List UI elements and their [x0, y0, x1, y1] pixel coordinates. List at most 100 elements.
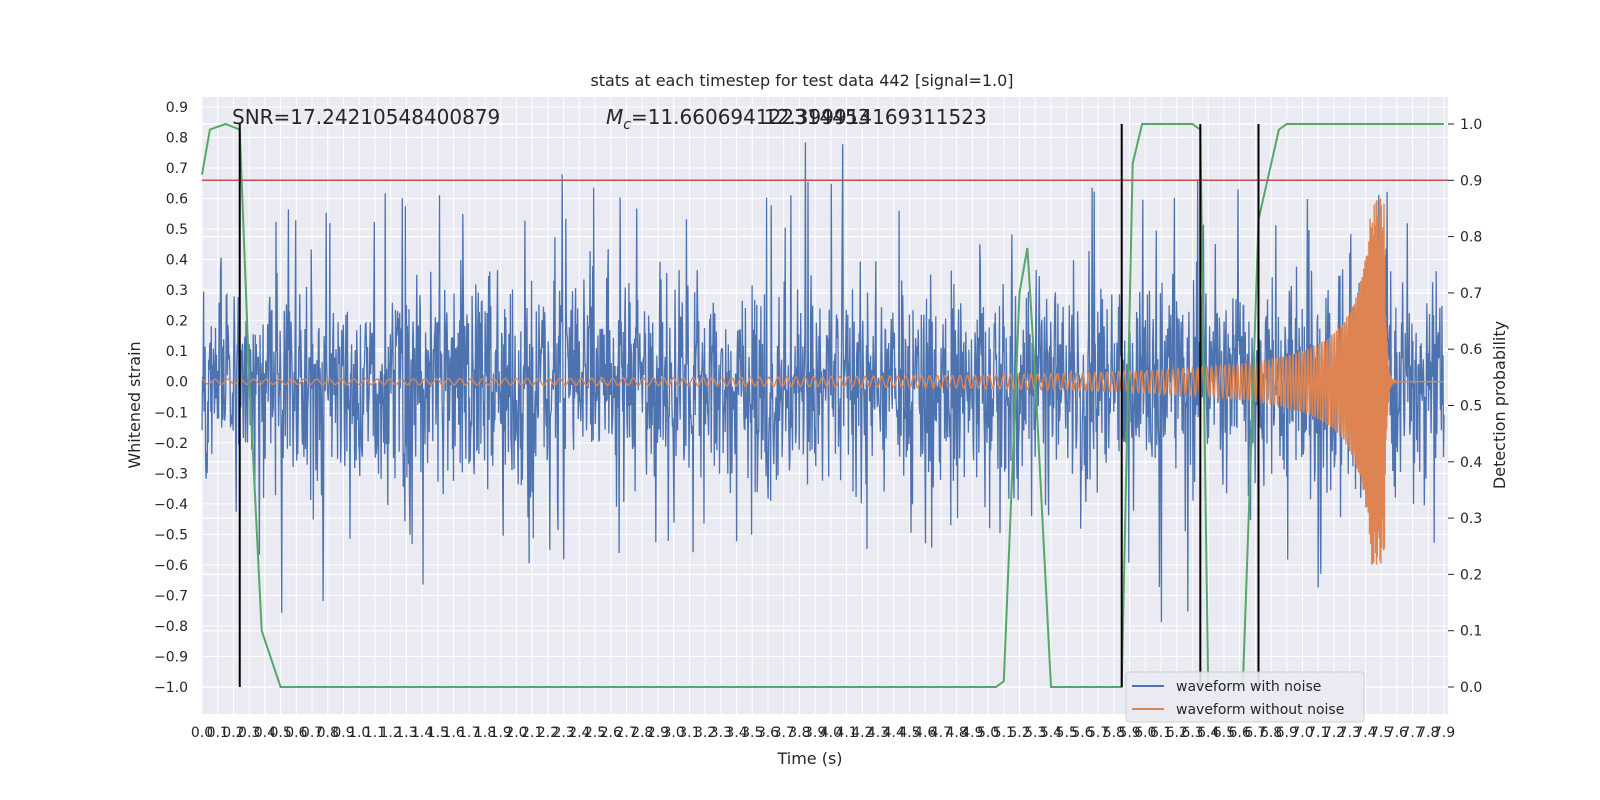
x-tick-label: 6.4 — [1197, 725, 1219, 741]
x-tick-label: 0.4 — [254, 725, 276, 741]
y-tick-label: −0.7 — [154, 588, 188, 604]
x-tick-label: 0.2 — [222, 725, 244, 741]
x-tick-label: 1.3 — [395, 725, 417, 741]
x-tick-label: 4.7 — [930, 725, 952, 741]
x-tick-label: 7.8 — [1417, 725, 1439, 741]
x-tick-label: 3.6 — [757, 725, 779, 741]
x-tick-label: 0.0 — [191, 725, 213, 741]
y2-tick-label: 0.4 — [1460, 455, 1482, 471]
x-tick-label: 3.8 — [788, 725, 810, 741]
legend-box — [1125, 671, 1365, 723]
legend-label-clean: waveform without noise — [1176, 702, 1344, 718]
x-tick-label: 3.7 — [773, 725, 795, 741]
y-axis-ticks: −1.0 −0.9 −0.8 −0.7 −0.6 −0.5 −0.4 −0.3 −0.2 −0.1… — [154, 100, 188, 696]
x-axis-label: Time (s) — [776, 749, 842, 768]
y-tick-label: 0.9 — [166, 100, 188, 116]
x-tick-label: 6.5 — [1213, 725, 1235, 741]
x-tick-label: 3.0 — [663, 725, 685, 741]
x-tick-label: 6.8 — [1260, 725, 1282, 741]
x-tick-label: 7.9 — [1433, 725, 1455, 741]
x-tick-label: 4.6 — [914, 725, 936, 741]
y-tick-label: 0.7 — [166, 161, 188, 177]
x-tick-label: 7.5 — [1370, 725, 1392, 741]
y2-tick-label: 0.2 — [1460, 567, 1482, 583]
y2-tick-label: 0.5 — [1460, 399, 1482, 415]
y-tick-label: 0.3 — [166, 283, 188, 299]
x-tick-label: 2.6 — [600, 725, 622, 741]
x-tick-label: 3.9 — [804, 725, 826, 741]
x-tick-label: 1.5 — [427, 725, 449, 741]
y2-tick-label: 0.0 — [1460, 680, 1482, 696]
chirp-mass-subscript: c — [623, 117, 631, 133]
x-tick-label: 1.2 — [380, 725, 402, 741]
x-tick-label: 4.0 — [820, 725, 842, 741]
x-tick-label: 7.3 — [1339, 725, 1361, 741]
x-tick-label: 5.5 — [1056, 725, 1078, 741]
x-tick-label: 4.5 — [898, 725, 920, 741]
x-tick-label: 0.6 — [285, 725, 307, 741]
x-tick-label: 3.2 — [694, 725, 716, 741]
y-tick-label: 0.4 — [166, 253, 188, 269]
x-tick-label: 2.7 — [615, 725, 637, 741]
y-tick-label: −1.0 — [154, 680, 188, 696]
x-tick-label: 3.1 — [678, 725, 700, 741]
x-tick-label: 4.1 — [835, 725, 857, 741]
x-tick-label: 1.0 — [348, 725, 370, 741]
x-tick-label: 6.2 — [1166, 725, 1188, 741]
detection-vlines — [238, 124, 1260, 687]
y2-tick-label: 1.0 — [1460, 117, 1482, 133]
x-tick-label: 5.6 — [1071, 725, 1093, 741]
y2-axis-label: Detection probability — [1490, 321, 1509, 489]
x-tick-label: 2.5 — [584, 725, 606, 741]
series-detection-probability — [201, 122, 1444, 688]
y-tick-label: 0.2 — [166, 314, 188, 330]
x-tick-label: 1.9 — [490, 725, 512, 741]
snr-annotation: SNR=17.24210548400879 — [232, 105, 500, 129]
x-tick-label: 6.1 — [1150, 725, 1172, 741]
chart-title: stats at each timestep for test data 442… — [590, 71, 1013, 90]
x-tick-label: 1.8 — [474, 725, 496, 741]
x-tick-label: 7.0 — [1291, 725, 1313, 741]
x-tick-label: 0.7 — [301, 725, 323, 741]
legend-label-noise: waveform with noise — [1176, 679, 1321, 695]
y2-axis-ticks: 0.0 0.1 0.2 0.3 0.4 0.5 0.6 0.7 0.8 0.9 1.0 — [1448, 117, 1482, 696]
x-tick-label: 7.7 — [1401, 725, 1423, 741]
y2-tick-label: 0.7 — [1460, 286, 1482, 302]
series-waveform-with-noise — [201, 142, 1445, 623]
x-tick-label: 4.8 — [946, 725, 968, 741]
y2-tick-label: 0.1 — [1460, 624, 1482, 640]
x-tick-label: 0.5 — [269, 725, 291, 741]
y-tick-label: −0.8 — [154, 619, 188, 635]
x-tick-label: 7.4 — [1354, 725, 1376, 741]
y-tick-label: −0.9 — [154, 649, 188, 665]
x-tick-label: 2.0 — [505, 725, 527, 741]
x-tick-label: 2.9 — [647, 725, 669, 741]
x-tick-label: 4.9 — [961, 725, 983, 741]
y-tick-label: 0.6 — [166, 192, 188, 208]
x-tick-label: 7.2 — [1323, 725, 1345, 741]
x-tick-label: 4.4 — [883, 725, 905, 741]
x-tick-label: 1.6 — [442, 725, 464, 741]
x-tick-label: 6.6 — [1228, 725, 1250, 741]
chirp-mass-symbol: M — [606, 105, 623, 129]
y-tick-label: −0.2 — [154, 436, 188, 452]
x-tick-label: 1.4 — [411, 725, 433, 741]
chirp-mass-annotation: Mc=11.660694122314453 — [606, 105, 870, 133]
x-tick-label: 5.7 — [1087, 725, 1109, 741]
x-tick-label: 2.1 — [521, 725, 543, 741]
x-tick-label: 1.7 — [458, 725, 480, 741]
x-tick-label: 4.3 — [867, 725, 889, 741]
x-tick-label: 5.9 — [1118, 725, 1140, 741]
detection-probability-line — [201, 122, 1444, 688]
x-tick-label: 0.3 — [238, 725, 260, 741]
clean-waveform-line — [201, 198, 1444, 565]
series-waveform-without-noise — [201, 198, 1444, 565]
y-tick-label: 0.0 — [166, 375, 188, 391]
x-tick-label: 3.5 — [741, 725, 763, 741]
x-tick-label: 2.2 — [537, 725, 559, 741]
chirp-mass-value: =11.660694122314453 — [631, 105, 870, 129]
x-tick-label: 0.9 — [332, 725, 354, 741]
x-axis-ticks: 0.00.10.20.30.40.50.60.70.80.91.01.11.21… — [191, 725, 1455, 741]
x-tick-label: 1.1 — [364, 725, 386, 741]
y-axis-label: Whitened strain — [125, 341, 144, 468]
